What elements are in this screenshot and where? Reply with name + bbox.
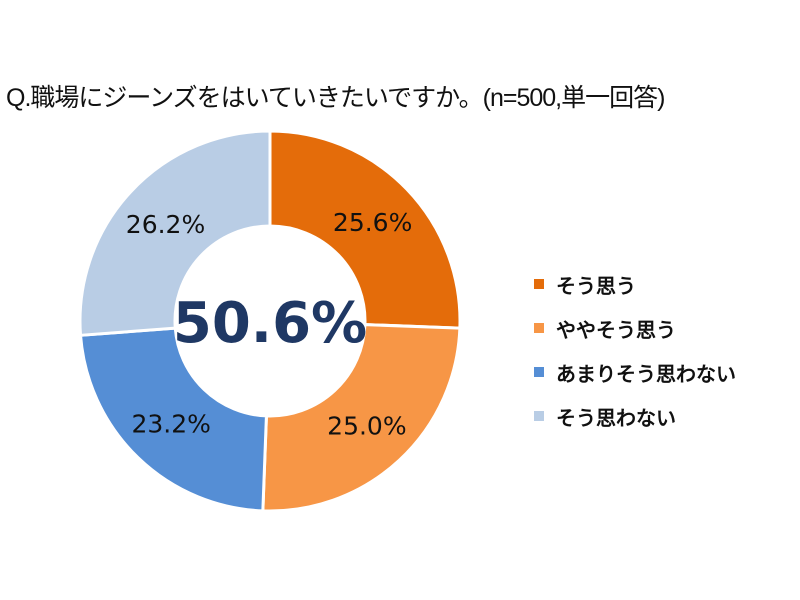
center-label: 50.6% <box>173 291 367 356</box>
data-label: 25.6% <box>333 208 412 237</box>
legend-swatch <box>534 367 544 377</box>
legend-swatch <box>534 411 544 421</box>
chart-title: Q.職場にジーンズをはいていきたいですか。(n=500,単一回答) <box>6 84 665 112</box>
data-label: 26.2% <box>126 210 205 239</box>
data-label: 23.2% <box>131 410 210 439</box>
donut-slice <box>268 129 462 330</box>
legend-item: そう思わない <box>534 394 736 438</box>
legend-label: あまりそう思わない <box>556 361 736 386</box>
donut-slice <box>78 326 268 513</box>
legend-label: そう思う <box>556 273 636 298</box>
donut-slice <box>261 323 462 513</box>
legend: そう思う ややそう思う あまりそう思わない そう思わない <box>534 262 736 438</box>
data-label: 25.0% <box>327 411 406 440</box>
legend-label: ややそう思う <box>556 317 676 342</box>
legend-swatch <box>534 279 544 289</box>
legend-swatch <box>534 323 544 333</box>
legend-label: そう思わない <box>556 405 676 430</box>
legend-item: あまりそう思わない <box>534 350 736 394</box>
donut-slice <box>78 129 272 337</box>
legend-item: そう思う <box>534 262 736 306</box>
legend-item: ややそう思う <box>534 306 736 350</box>
